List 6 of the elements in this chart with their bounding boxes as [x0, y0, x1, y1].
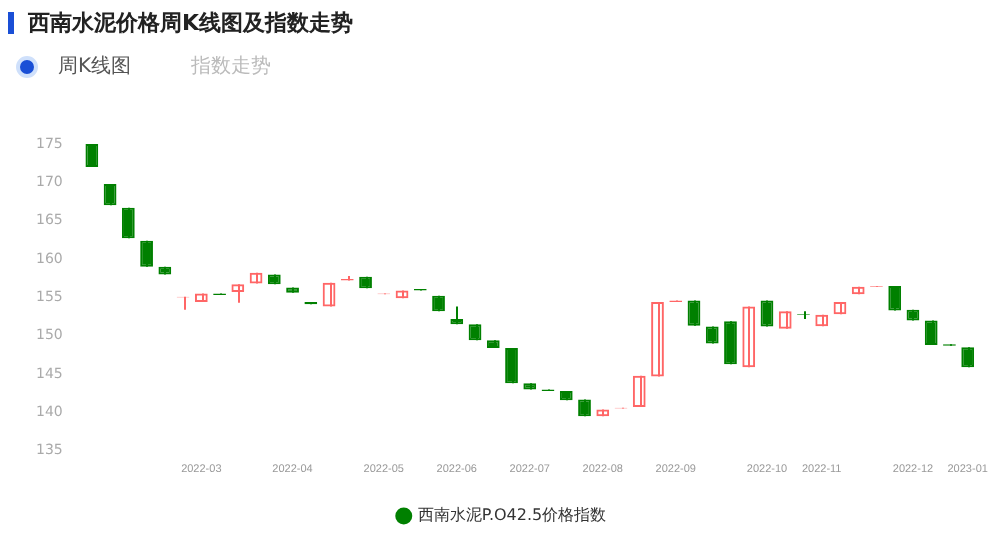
text: 指数走势 — [191, 53, 272, 80]
legend-label: 西南水泥P.O42.5价格指数 — [417, 506, 607, 525]
candlestick — [505, 347, 518, 385]
text: 周K线图 — [58, 53, 132, 80]
chart-title: 西南水泥价格周K线图及指数走势 — [28, 8, 354, 38]
candlestick — [924, 319, 938, 346]
